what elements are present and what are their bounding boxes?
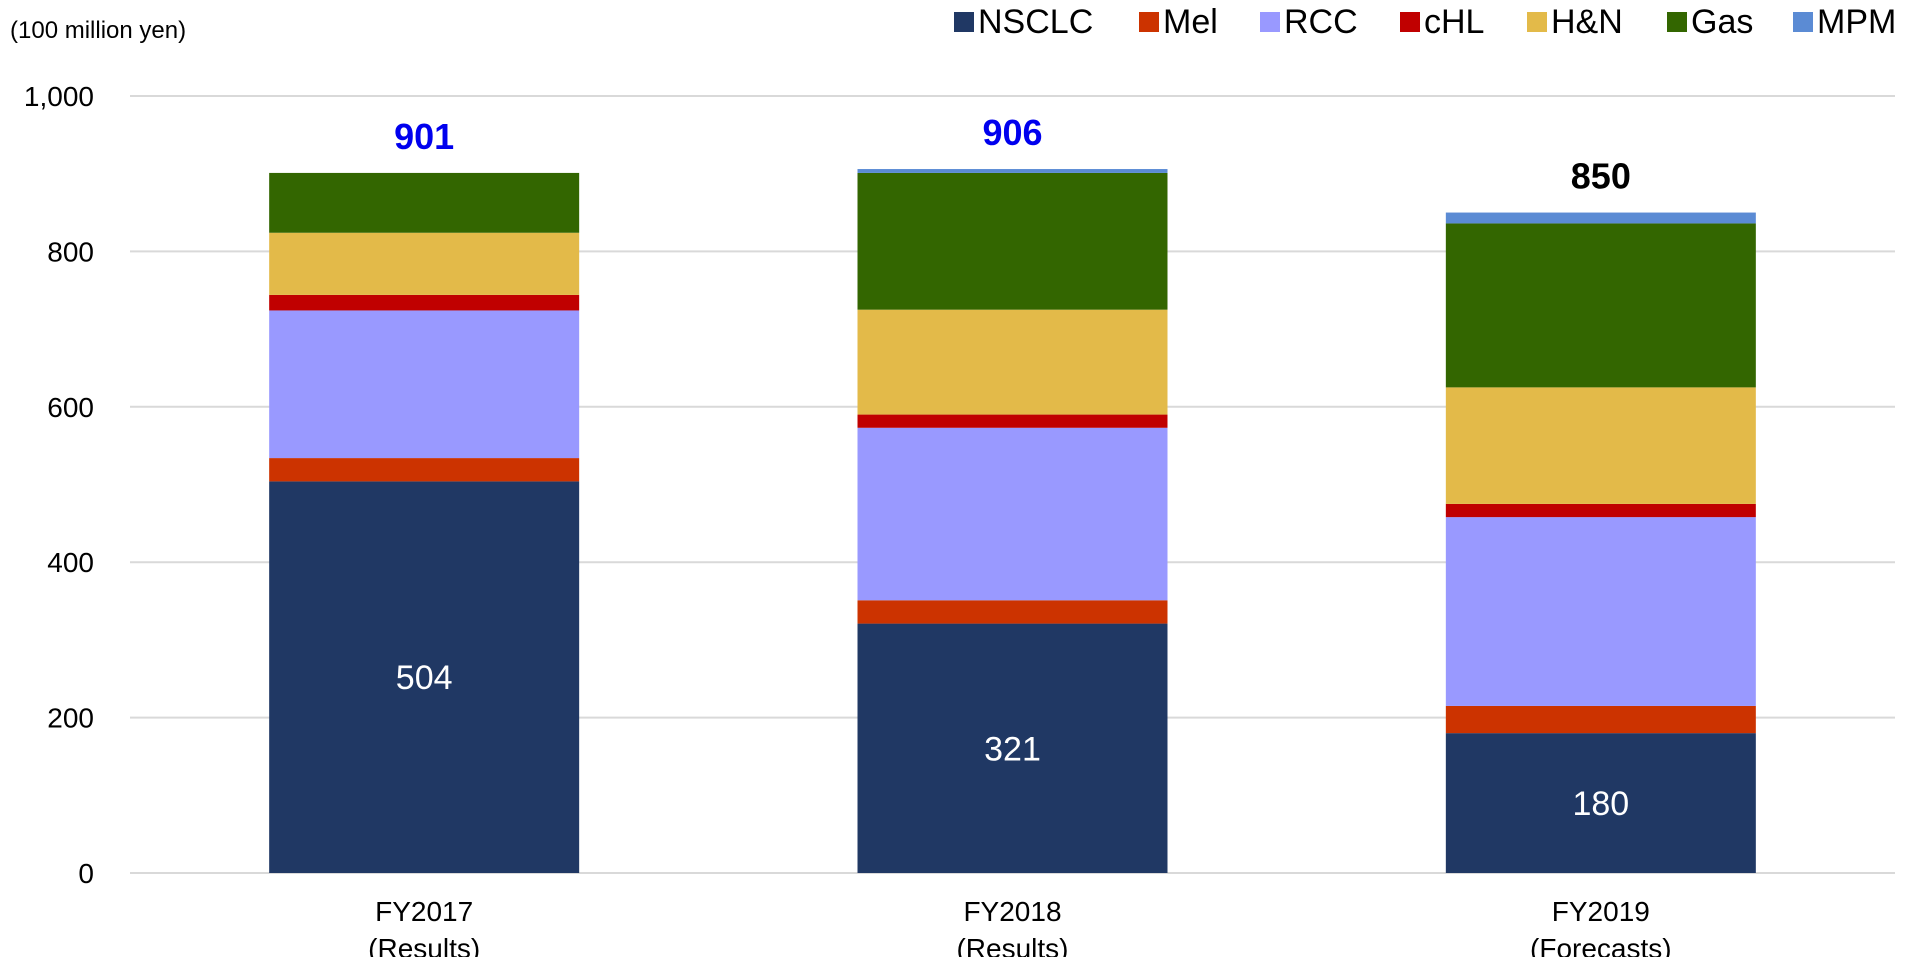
bar-segment-rcc	[269, 310, 580, 459]
bar-segment-h-n	[857, 309, 1168, 415]
bar-segment-mel	[857, 600, 1168, 624]
x-category-label: FY2019	[1552, 896, 1650, 927]
y-tick-label: 800	[47, 236, 94, 267]
y-tick-label: 0	[78, 858, 94, 889]
bar-segment-h-n	[269, 232, 580, 295]
x-category-label: FY2017	[375, 896, 473, 927]
y-tick-label: 400	[47, 547, 94, 578]
bar-segment-rcc	[1445, 517, 1756, 706]
legend-label: NSCLC	[978, 3, 1093, 41]
legend-label: Gas	[1691, 3, 1753, 41]
y-tick-label: 600	[47, 392, 94, 423]
legend-swatch	[954, 12, 974, 32]
legend-label: Mel	[1163, 3, 1218, 41]
segment-value-label: 180	[1572, 785, 1629, 823]
legend-item: Gas	[1667, 3, 1753, 41]
x-category-label: (Results)	[956, 933, 1068, 957]
y-tick-label: 200	[47, 703, 94, 734]
x-category-label: FY2018	[963, 896, 1061, 927]
bar-segment-chl	[269, 294, 580, 311]
bar-segment-nsclc	[1445, 733, 1756, 873]
legend-swatch	[1527, 12, 1547, 32]
bar-segment-gas	[857, 172, 1168, 310]
bar-segment-chl	[857, 414, 1168, 428]
segment-value-label: 321	[984, 730, 1041, 768]
bar-segment-gas	[269, 172, 580, 233]
x-category-label: (Forecasts)	[1530, 933, 1672, 957]
legend-item: cHL	[1400, 3, 1484, 41]
bar-segment-mpm	[1445, 212, 1756, 224]
legend-swatch	[1260, 12, 1280, 32]
legend-swatch	[1667, 12, 1687, 32]
bar-segment-rcc	[857, 427, 1168, 601]
total-value-label: 850	[1571, 156, 1631, 197]
bars	[269, 169, 1756, 873]
data-labels: 504 901 321 906 180 850	[394, 112, 1631, 823]
x-axis-categories: FY2017 (Results) FY2018 (Results) FY2019 (For…	[368, 896, 1671, 957]
y-axis-unit-label: (100 million yen)	[10, 17, 186, 44]
bar-segment-nsclc	[857, 623, 1168, 873]
legend-item: MPM	[1793, 3, 1896, 41]
legend-label: RCC	[1284, 3, 1358, 41]
total-value-label: 906	[982, 112, 1042, 153]
legend-label: cHL	[1424, 3, 1484, 41]
legend-swatch	[1139, 12, 1159, 32]
bar-segment-gas	[1445, 223, 1756, 388]
bar-segment-mel	[1445, 705, 1756, 734]
legend-label: MPM	[1817, 3, 1896, 41]
legend: NSCLC Mel RCC cHL H&N Gas MPM	[954, 3, 1896, 41]
legend-label: H&N	[1551, 3, 1623, 41]
bar-segment-mpm	[857, 169, 1168, 173]
legend-swatch	[1793, 12, 1813, 32]
legend-item: Mel	[1139, 3, 1218, 41]
legend-item: RCC	[1260, 3, 1358, 41]
legend-swatch	[1400, 12, 1420, 32]
x-category-label: (Results)	[368, 933, 480, 957]
y-tick-label: 1,000	[24, 81, 94, 112]
segment-value-label: 504	[396, 659, 453, 697]
legend-item: H&N	[1527, 3, 1623, 41]
total-value-label: 901	[394, 116, 454, 157]
y-axis-ticks: 0 200 400 600 800 1,000	[24, 81, 94, 889]
bar-segment-chl	[1445, 503, 1756, 518]
bar-segment-nsclc	[269, 481, 580, 873]
bar-segment-mel	[269, 458, 580, 482]
bar-segment-h-n	[1445, 387, 1756, 504]
legend-item: NSCLC	[954, 3, 1093, 41]
